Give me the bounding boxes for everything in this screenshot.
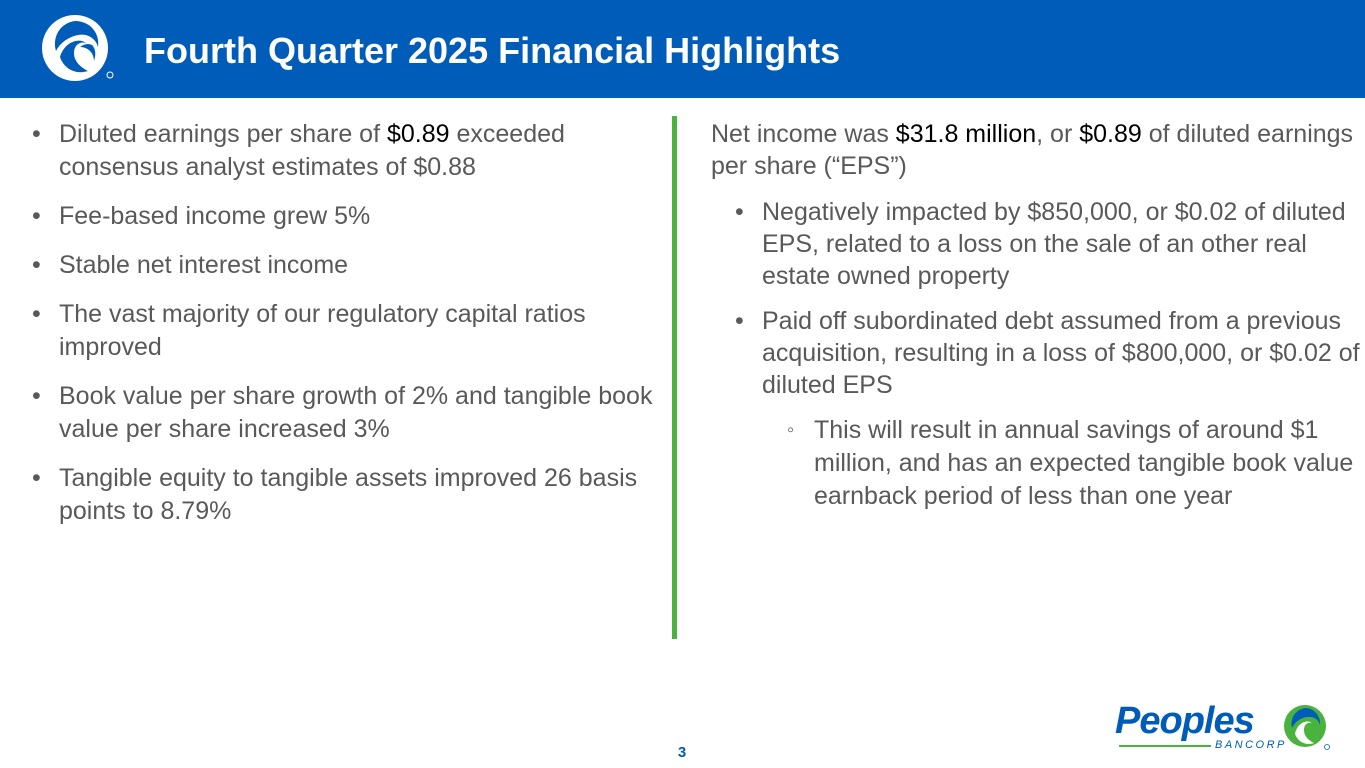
net-income-summary: Net income was $31.8 million, or $0.89 o… (711, 118, 1361, 182)
brand-rule (1119, 745, 1211, 747)
highlights-list: • Diluted earnings per share of $0.89 exc… (32, 118, 672, 544)
bullet-marker: • (32, 464, 41, 492)
bullet-text: This will result in annual savings of ar… (814, 416, 1354, 510)
brand-sub: BANCORP (1215, 739, 1287, 751)
page-title: Fourth Quarter 2025 Financial Highlights (144, 30, 841, 71)
page-number: 3 (677, 744, 687, 761)
bullet-text: Fee-based income grew 5% (59, 202, 371, 230)
bullet-text: Tangible equity to tangible assets impro… (59, 464, 638, 525)
list-item: • Diluted earnings per share of $0.89 exc… (32, 118, 672, 184)
bullet-text: Paid off subordinated debt assumed from … (762, 307, 1360, 399)
bullet-marker: • (32, 251, 41, 279)
bullet-marker: • (735, 198, 744, 226)
highlighted-value: $0.89 (1079, 120, 1142, 148)
peoples-swirl-logo-icon (1284, 705, 1330, 750)
net-income-section: Net income was $31.8 million, or $0.89 o… (711, 118, 1361, 513)
list-item: • The vast majority of our regulatory cap… (32, 298, 672, 364)
list-item: • Negatively impacted by $850,000, or $0.… (735, 196, 1361, 292)
slide-header: Fourth Quarter 2025 Financial Highlights (0, 0, 1365, 98)
summary-text: of diluted earnings per share (“EPS”) (711, 120, 1354, 180)
bullet-marker: • (32, 120, 41, 148)
list-item: • Tangible equity to tangible assets impr… (32, 462, 672, 528)
brand-name: Peoples (1115, 700, 1255, 742)
bullet-text: Negatively impacted by $850,000, or $0.0… (762, 198, 1346, 290)
peoples-swirl-logo-icon (42, 15, 114, 81)
bullet-marker: • (735, 307, 744, 335)
bullet-text: Book value per share growth of 2% and ta… (59, 382, 653, 443)
bullet-marker: • (32, 382, 41, 410)
sub-bullet-marker: ◦ (787, 419, 795, 441)
highlighted-value: $0.89 (386, 120, 450, 148)
list-item: • Paid off subordinated debt assumed from… (735, 305, 1361, 401)
summary-text: , or (1036, 120, 1080, 148)
brand-logo: Peoples BANCORP (1115, 700, 1335, 756)
column-divider (672, 116, 677, 639)
bullet-marker: • (32, 202, 41, 230)
bullet-text: The vast majority of our regulatory capi… (59, 300, 586, 361)
list-item: ◦ This will result in annual savings of a… (787, 414, 1361, 513)
list-item: • Fee-based income grew 5% (32, 200, 672, 233)
bullet-marker: • (32, 300, 41, 328)
highlighted-value: $31.8 million (895, 120, 1037, 148)
bullet-text: Diluted earnings per share of (59, 120, 387, 148)
bullet-text: exceeded consensus analyst estimates of … (59, 120, 565, 181)
list-item: • Stable net interest income (32, 249, 672, 282)
bullet-text: Stable net interest income (59, 251, 349, 279)
summary-text: Net income was (711, 120, 896, 148)
list-item: • Book value per share growth of 2% and t… (32, 380, 672, 446)
